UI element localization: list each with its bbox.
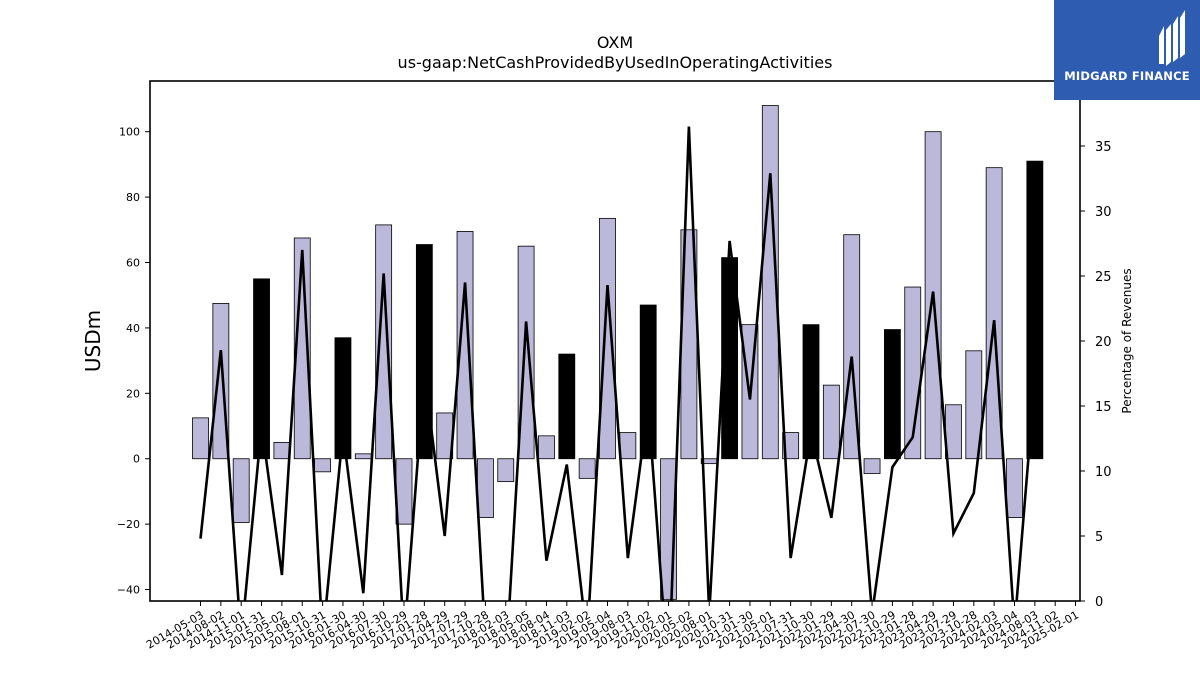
right-tick-label: 30 xyxy=(1095,205,1112,220)
brand-logo-text: MIDGARD FINANCE xyxy=(1064,69,1190,83)
left-tick-label: 100 xyxy=(119,126,140,139)
bar xyxy=(273,441,291,460)
right-tick-label: 35 xyxy=(1095,140,1112,155)
bar xyxy=(232,458,250,523)
bar xyxy=(314,458,332,473)
left-tick-label: 60 xyxy=(126,257,140,270)
bar xyxy=(558,353,576,460)
left-tick-label: 20 xyxy=(126,387,140,400)
bar xyxy=(761,105,779,460)
y-axis-label: USDm xyxy=(81,310,105,372)
chart-subtitle: us-gaap:NetCashProvidedByUsedInOperating… xyxy=(398,53,833,72)
bar xyxy=(192,417,209,460)
x-axis: 2014-05-032014-08-022014-11-012015-01-31… xyxy=(144,601,1081,652)
bar xyxy=(619,432,637,460)
left-tick-label: −40 xyxy=(117,584,140,597)
bar xyxy=(639,304,657,460)
bar xyxy=(945,404,962,460)
bar xyxy=(802,324,820,460)
bar xyxy=(1006,458,1023,519)
bar xyxy=(497,458,515,483)
right-tick-label: 25 xyxy=(1095,270,1112,285)
left-tick-label: 80 xyxy=(126,191,140,204)
left-tick-label: 40 xyxy=(126,322,140,335)
chart-title: OXM xyxy=(597,33,633,52)
bar xyxy=(395,458,413,525)
right-tick-label: 20 xyxy=(1095,335,1112,350)
bar xyxy=(782,432,800,460)
bar xyxy=(354,453,372,460)
bar xyxy=(578,458,596,479)
bar xyxy=(822,384,840,460)
left-tick-label: 0 xyxy=(133,453,140,466)
line-layer xyxy=(199,126,1037,601)
line-series xyxy=(199,126,1037,601)
bar xyxy=(1026,160,1044,460)
bar xyxy=(863,458,881,474)
bar xyxy=(375,224,393,460)
brand-logo: MIDGARD FINANCE xyxy=(1054,0,1200,100)
bar xyxy=(538,435,555,460)
bar xyxy=(456,231,474,460)
right-tick-label: 10 xyxy=(1095,465,1112,480)
left-axis: −40 −20 0 20 40 60 80 100 xyxy=(117,126,150,597)
right-tick-label: 5 xyxy=(1095,530,1103,545)
bar xyxy=(253,278,270,460)
bar xyxy=(334,337,352,460)
logo-mark-icon xyxy=(1159,10,1185,66)
left-tick-label: −20 xyxy=(117,518,140,531)
right-tick-label: 15 xyxy=(1095,400,1112,415)
y2-axis-label: Percentage of Revenues xyxy=(1120,268,1134,413)
bar xyxy=(965,350,983,460)
right-axis: 0 5 10 15 20 25 30 35 xyxy=(1080,140,1112,610)
bar xyxy=(884,329,901,460)
bar xyxy=(476,458,494,519)
bars-layer xyxy=(192,105,1044,600)
right-tick-label: 0 xyxy=(1095,595,1103,610)
bar xyxy=(599,217,616,460)
